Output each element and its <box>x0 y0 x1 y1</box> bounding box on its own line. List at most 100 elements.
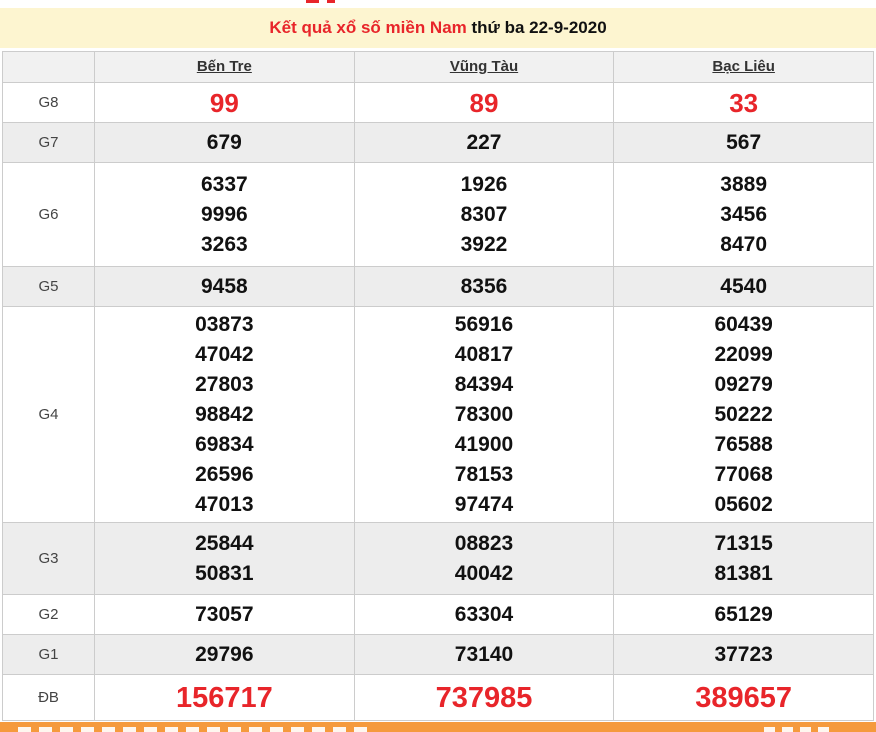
prize-cell: 3889 3456 8470 <box>613 162 874 267</box>
prize-number: 47042 <box>195 342 254 366</box>
province-link-vung-tau[interactable]: Vũng Tàu <box>449 58 519 75</box>
prize-number: 50222 <box>714 402 773 426</box>
prize-cell: 29796 <box>94 634 355 675</box>
prize-number: 3263 <box>200 232 248 256</box>
prize-label: G3 <box>2 522 95 595</box>
prize-number: 227 <box>466 130 502 154</box>
corner-cell <box>2 51 95 83</box>
prize-number: 22099 <box>714 342 773 366</box>
prize-cell: 99 <box>94 82 355 123</box>
spacer <box>0 48 876 51</box>
prize-number: 78153 <box>454 462 514 486</box>
prize-number: 81381 <box>714 561 773 585</box>
prize-label: G1 <box>2 634 95 675</box>
prize-number: 8307 <box>460 202 508 226</box>
prize-label: G6 <box>2 162 95 267</box>
prize-number: 97474 <box>454 492 514 516</box>
cutoff-text-fragment <box>327 0 335 3</box>
province-header: Bến Tre <box>94 51 355 83</box>
results-table: Bến Tre Vũng Tàu Bạc Liêu G8 99 89 33 G7… <box>2 51 874 721</box>
prize-number: 73140 <box>454 642 514 666</box>
prize-cell: 63304 <box>353 594 615 635</box>
prize-number: 1926 <box>460 172 508 196</box>
prize-row-g1: G1 29796 73140 37723 <box>2 634 874 675</box>
prize-cell: 73057 <box>94 594 355 635</box>
prize-row-g6: G6 6337 9996 3263 1926 8307 3922 3889 34… <box>2 162 874 267</box>
province-header: Vũng Tàu <box>353 51 615 83</box>
prize-number: 03873 <box>195 312 254 336</box>
prize-cell: 737985 <box>353 674 615 721</box>
prize-row-g7: G7 679 227 567 <box>2 122 874 163</box>
prize-cell: 03873 47042 27803 98842 69834 26596 4701… <box>94 306 355 523</box>
prize-row-g8: G8 99 89 33 <box>2 82 874 123</box>
prize-number: 679 <box>206 130 242 154</box>
prize-label: ĐB <box>2 674 95 721</box>
prize-number: 98842 <box>195 402 254 426</box>
prize-cell: 73140 <box>353 634 615 675</box>
prize-number: 33 <box>729 87 759 118</box>
prize-cell: 60439 22099 09279 50222 76588 77068 0560… <box>613 306 874 523</box>
province-link-ben-tre[interactable]: Bến Tre <box>196 58 252 75</box>
prize-number: 9996 <box>200 202 248 226</box>
prize-label: G2 <box>2 594 95 635</box>
prize-row-g3: G3 25844 50831 08823 40042 71315 81381 <box>2 522 874 595</box>
prize-number: 25844 <box>195 531 254 555</box>
prize-number: 05602 <box>714 492 773 516</box>
prize-number: 6337 <box>200 172 248 196</box>
prize-number: 8470 <box>720 232 768 256</box>
prize-number: 37723 <box>714 642 773 666</box>
prize-cell: 89 <box>353 82 615 123</box>
prize-number: 73057 <box>195 602 254 626</box>
prize-label: G5 <box>2 266 95 307</box>
prize-number: 40042 <box>454 561 514 585</box>
prize-number: 389657 <box>695 681 793 714</box>
prize-row-g5: G5 9458 8356 4540 <box>2 266 874 307</box>
prize-number: 71315 <box>714 531 773 555</box>
province-header: Bạc Liêu <box>613 51 874 83</box>
prize-cell: 679 <box>94 122 355 163</box>
prize-label: G8 <box>2 82 95 123</box>
prize-label: G4 <box>2 306 95 523</box>
prize-number: 69834 <box>195 432 254 456</box>
prize-number: 84394 <box>454 372 514 396</box>
prize-number: 76588 <box>714 432 773 456</box>
cutoff-text-fragment <box>764 727 830 732</box>
prize-cell: 08823 40042 <box>353 522 615 595</box>
prize-number: 89 <box>469 87 499 118</box>
prize-number: 47013 <box>195 492 254 516</box>
province-link-bac-lieu[interactable]: Bạc Liêu <box>712 58 775 75</box>
prize-number: 78300 <box>454 402 514 426</box>
prize-number: 3456 <box>720 202 768 226</box>
prize-cell: 33 <box>613 82 874 123</box>
prize-number: 41900 <box>454 432 514 456</box>
prize-cell: 71315 81381 <box>613 522 874 595</box>
prize-number: 156717 <box>175 681 273 714</box>
prize-cell: 37723 <box>613 634 874 675</box>
prize-number: 8356 <box>460 274 508 298</box>
prize-number: 63304 <box>454 602 514 626</box>
prize-cell: 227 <box>353 122 615 163</box>
prize-cell: 56916 40817 84394 78300 41900 78153 9747… <box>353 306 615 523</box>
prize-number: 09279 <box>714 372 773 396</box>
banner-title-region: Kết quả xổ số miền Nam <box>269 18 467 37</box>
prize-cell: 8356 <box>353 266 615 307</box>
prize-row-g4: G4 03873 47042 27803 98842 69834 26596 4… <box>2 306 874 523</box>
prize-number: 50831 <box>195 561 254 585</box>
banner-title-date: thứ ba 22-9-2020 <box>466 18 607 37</box>
prize-number: 99 <box>209 87 239 118</box>
prize-number: 29796 <box>195 642 254 666</box>
prize-cell: 156717 <box>94 674 355 721</box>
cutoff-text-fragment <box>306 0 319 3</box>
prize-number: 56916 <box>454 312 514 336</box>
prize-number: 08823 <box>454 531 514 555</box>
prize-number: 4540 <box>720 274 768 298</box>
prize-row-g2: G2 73057 63304 65129 <box>2 594 874 635</box>
prize-number: 737985 <box>435 681 533 714</box>
prize-cell: 567 <box>613 122 874 163</box>
prize-number: 40817 <box>454 342 514 366</box>
prize-row-db: ĐB 156717 737985 389657 <box>2 674 874 721</box>
prize-cell: 6337 9996 3263 <box>94 162 355 267</box>
results-banner: Kết quả xổ số miền Nam thứ ba 22-9-2020 <box>0 8 876 48</box>
prize-number: 3889 <box>720 172 768 196</box>
prize-number: 26596 <box>195 462 254 486</box>
